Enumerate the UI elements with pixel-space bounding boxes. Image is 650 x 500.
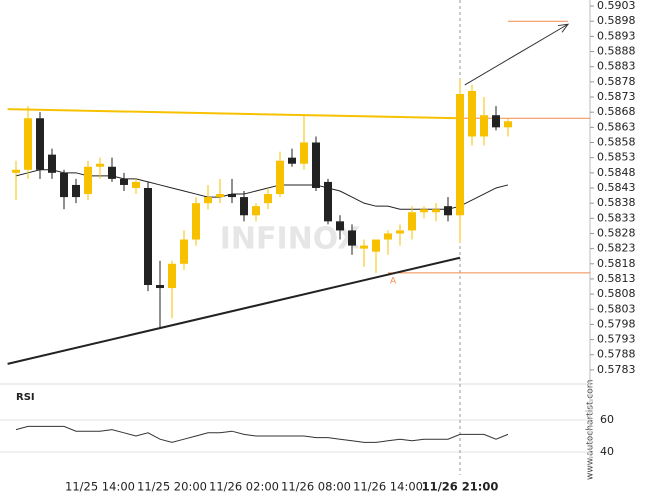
candle-body: [36, 118, 44, 170]
x-tick-label: 11/26 02:00: [209, 480, 279, 494]
candle-body: [276, 160, 284, 195]
y-tick-label: 0.5838: [597, 196, 636, 209]
trendline: [7, 256, 461, 365]
y-tick-label: 0.5808: [597, 287, 636, 300]
candle-body: [324, 181, 332, 222]
candle-body: [480, 115, 488, 137]
y-tick-label: 0.5873: [597, 90, 636, 103]
y-tick-label: 0.5888: [597, 45, 636, 58]
rsi-title: RSI: [16, 392, 35, 403]
candle-body: [300, 142, 308, 164]
x-tick-label: 11/26 08:00: [281, 480, 351, 494]
candle-body: [372, 239, 380, 252]
candle-body: [96, 163, 104, 167]
candle-body: [312, 142, 320, 188]
candle-body: [288, 157, 296, 164]
candle-body: [492, 115, 500, 128]
y-tick-label: 0.5853: [597, 151, 636, 164]
forecast-arrow: [464, 23, 569, 86]
candle-body: [228, 194, 236, 198]
candle-body: [144, 187, 152, 286]
y-tick-label: 60: [600, 413, 614, 426]
candle-body: [216, 194, 224, 198]
x-tick-label: 11/26 14:00: [353, 480, 423, 494]
x-tick-label: 11/25 20:00: [137, 480, 207, 494]
candle-body: [384, 233, 392, 240]
y-tick-label: 0.5823: [597, 242, 636, 255]
candle-body: [12, 169, 20, 173]
level-label: A: [390, 276, 397, 286]
candle-body: [252, 206, 260, 216]
trendline: [7, 108, 461, 120]
y-tick-label: 0.5818: [597, 257, 636, 270]
candle-body: [504, 121, 512, 128]
x-tick-label: 11/26 21:00: [422, 480, 499, 494]
y-tick-label: 0.5858: [597, 136, 636, 149]
candle-body: [240, 197, 248, 216]
y-tick-label: 0.5883: [597, 60, 636, 73]
y-tick-label: 0.5803: [597, 302, 636, 315]
candle-body: [48, 154, 56, 173]
y-tick-label: 0.5878: [597, 75, 636, 88]
candle-body: [444, 206, 452, 216]
x-tick-label: 11/25 14:00: [65, 480, 135, 494]
candle-body: [108, 166, 116, 179]
y-tick-label: 0.5898: [597, 14, 636, 27]
candle-body: [420, 209, 428, 213]
y-tick-label: 0.5833: [597, 211, 636, 224]
y-tick-label: 0.5793: [597, 333, 636, 346]
y-tick-label: 0.5843: [597, 181, 636, 194]
candle-body: [264, 194, 272, 204]
rsi-line: [15, 425, 509, 443]
y-tick-label: 40: [600, 445, 614, 458]
candle-body: [360, 245, 368, 249]
candle-body: [468, 90, 476, 137]
y-tick-label: 0.5903: [597, 0, 636, 12]
y-tick-label: 0.5868: [597, 105, 636, 118]
candle-body: [72, 184, 80, 198]
y-tick-label: 0.5893: [597, 29, 636, 42]
arrow-head: [558, 23, 570, 33]
y-tick-label: 0.5783: [597, 363, 636, 376]
candle-body: [408, 212, 416, 231]
candle-body: [60, 172, 68, 198]
candle-body: [432, 209, 440, 213]
candle-body: [132, 181, 140, 188]
candle-body: [204, 197, 212, 204]
candle-body: [24, 118, 32, 170]
candle-body: [396, 230, 404, 234]
y-tick-label: 0.5798: [597, 317, 636, 330]
y-tick-label: 0.5863: [597, 120, 636, 133]
candle-body: [192, 203, 200, 240]
y-tick-label: 0.5788: [597, 348, 636, 361]
candle-body: [336, 221, 344, 231]
candle-body: [120, 178, 128, 185]
y-tick-label: 0.5828: [597, 226, 636, 239]
y-tick-label: 0.5813: [597, 272, 636, 285]
candle-body: [180, 239, 188, 264]
candle-body: [168, 263, 176, 289]
candle-body: [84, 166, 92, 195]
y-tick-label: 0.5848: [597, 166, 636, 179]
candle-body: [456, 93, 464, 216]
candle-body: [348, 230, 356, 246]
candle-body: [156, 285, 164, 289]
